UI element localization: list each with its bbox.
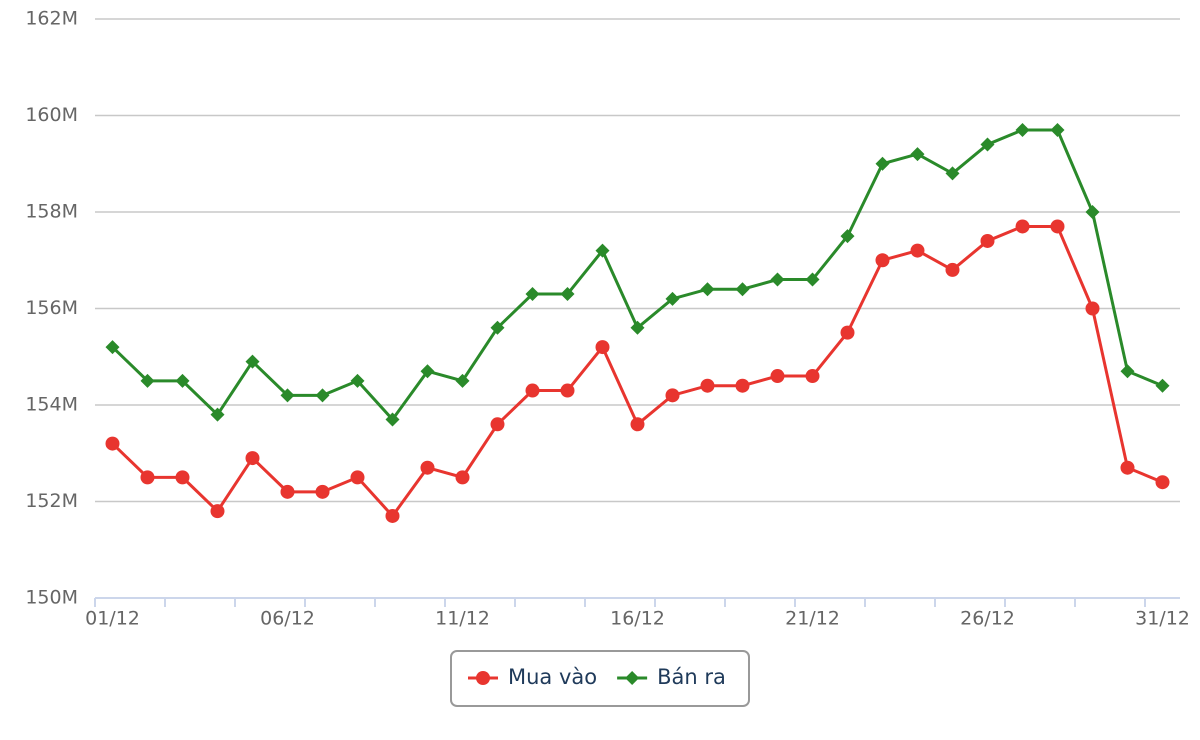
marker — [490, 417, 505, 432]
marker — [140, 470, 155, 485]
marker — [280, 388, 295, 403]
marker — [910, 243, 925, 258]
marker — [140, 373, 155, 388]
marker — [1050, 219, 1065, 234]
marker — [1015, 219, 1030, 234]
marker — [770, 369, 785, 384]
x-tick-label: 01/12 — [85, 608, 140, 630]
marker — [245, 451, 260, 466]
marker — [875, 156, 890, 171]
marker — [455, 373, 470, 388]
marker — [735, 378, 750, 393]
marker — [700, 378, 715, 393]
marker — [315, 484, 330, 499]
marker — [525, 383, 540, 398]
marker — [476, 671, 490, 685]
legend-box — [450, 650, 750, 707]
marker — [945, 166, 960, 181]
marker — [595, 340, 610, 355]
marker — [350, 373, 365, 388]
marker — [1085, 301, 1100, 316]
marker — [1085, 205, 1100, 219]
x-tick-label: 26/12 — [960, 608, 1015, 630]
marker — [1050, 122, 1065, 137]
marker — [805, 369, 820, 384]
y-tick-label: 150M — [25, 587, 78, 609]
series-line — [111, 128, 1164, 422]
marker — [630, 417, 645, 432]
y-tick-label: 162M — [25, 8, 78, 30]
marker — [175, 373, 190, 388]
marker — [105, 340, 120, 355]
marker — [875, 253, 890, 268]
marker — [245, 354, 260, 369]
marker — [105, 436, 120, 451]
x-tick-label: 11/12 — [435, 608, 490, 630]
series-line — [111, 224, 1164, 519]
marker — [770, 272, 785, 287]
marker — [350, 470, 365, 485]
marker — [210, 407, 225, 422]
marker — [455, 470, 470, 485]
marker — [420, 460, 435, 475]
plot — [105, 122, 1170, 523]
y-tick-label: 152M — [25, 490, 78, 512]
marker — [700, 282, 715, 297]
marker — [1155, 475, 1170, 490]
marker — [560, 383, 575, 398]
y-tick-label: 156M — [25, 297, 78, 319]
marker — [525, 287, 540, 302]
marker — [735, 282, 750, 297]
x-tick-label: 16/12 — [610, 608, 665, 630]
marker — [630, 320, 645, 335]
marker — [420, 364, 435, 379]
marker — [980, 233, 995, 248]
marker — [840, 325, 855, 340]
y-tick-label: 158M — [25, 201, 78, 223]
y-tick-label: 160M — [25, 104, 78, 126]
marker — [560, 287, 575, 302]
legend: Mua vào Bán ra — [450, 650, 750, 707]
marker — [1120, 460, 1135, 475]
marker — [665, 388, 680, 403]
marker — [840, 229, 855, 244]
marker — [280, 484, 295, 499]
axis: 150M 152M 154M 156M 158M 160M 162M 01/12 06/12 11… — [25, 8, 1190, 630]
marker — [1015, 122, 1030, 137]
marker — [1155, 378, 1170, 393]
marker — [315, 388, 330, 403]
grid — [95, 18, 1180, 599]
marker — [385, 412, 400, 427]
y-tick-label: 154M — [25, 394, 78, 416]
x-tick-label: 31/12 — [1135, 608, 1190, 630]
marker — [595, 243, 610, 258]
marker — [665, 291, 680, 306]
marker — [175, 470, 190, 485]
marker — [625, 671, 640, 685]
legend-label: Bán ra — [657, 665, 726, 689]
marker — [945, 262, 960, 277]
marker — [210, 504, 225, 519]
marker — [805, 272, 820, 287]
x-tick-label: 06/12 — [260, 608, 315, 630]
x-tick-label: 21/12 — [785, 608, 840, 630]
marker — [980, 137, 995, 152]
marker — [910, 147, 925, 162]
legend-label: Mua vào — [508, 665, 597, 689]
marker — [1120, 364, 1135, 379]
marker — [385, 508, 400, 523]
marker — [490, 320, 505, 335]
